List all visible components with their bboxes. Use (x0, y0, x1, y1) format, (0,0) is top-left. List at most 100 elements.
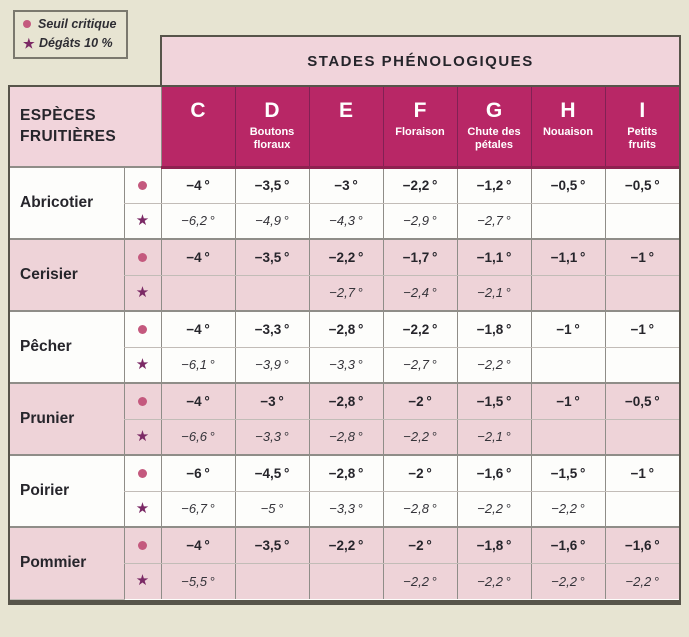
degats-value (530, 347, 605, 383)
critical-threshold-dot-icon (138, 396, 147, 406)
critical-threshold-dot-icon (123, 526, 161, 564)
degats-value: −5,5 ° (160, 563, 235, 599)
degats-value: −2,7 ° (308, 275, 383, 311)
degats-value: −2,9 ° (382, 203, 457, 239)
seuil-critique-value: −1,8 ° (456, 526, 531, 564)
seuil-critique-row: Pêcher −4 ° −3,3 ° −2,8 ° −2,2 ° −1,8 ° −1 ° −1… (10, 310, 679, 384)
degats-value (530, 203, 605, 239)
stage-sublabel: Petits fruits (627, 126, 658, 151)
species-table-body: Abricotier −4 ° −3,5 ° −3 ° −2,2 ° −1,2 ° −0,5… (10, 167, 679, 600)
stage-column-header-f: F Floraison (382, 87, 457, 169)
stage-column-header-g: G Chute des pétales (456, 87, 531, 169)
stage-column-header-i: I Petits fruits (604, 87, 679, 169)
seuil-critique-value: −2,8 ° (308, 454, 383, 492)
degats-value: −6,2 ° (160, 203, 235, 239)
seuil-critique-value: −1,1 ° (530, 238, 605, 276)
degats-value: −2,2 ° (382, 419, 457, 455)
seuil-critique-value: −2,2 ° (382, 310, 457, 348)
species-column-header: ESPÈCES FRUITIÈRES (10, 87, 162, 168)
damage-star-icon: ★ (135, 211, 150, 229)
phenological-stages-header: STADES PHÉNOLOGIQUES (160, 35, 681, 85)
degats-value (604, 347, 679, 383)
species-name: Pommier (10, 526, 124, 600)
seuil-critique-value: −4 ° (160, 310, 235, 348)
seuil-critique-value: −3,3 ° (234, 310, 309, 348)
seuil-critique-value: −3 ° (234, 382, 309, 420)
degats-value: −2,2 ° (530, 563, 605, 599)
seuil-critique-value: −2,2 ° (382, 167, 457, 204)
degats-value (604, 203, 679, 239)
degats-value: −4,9 ° (234, 203, 309, 239)
seuil-critique-value: −6 ° (160, 454, 235, 492)
legend-item-degats: ★ Dégâts 10 % (23, 34, 117, 53)
degats-row: ★ −6,2 ° −4,9 ° −4,3 ° −2,9 ° −2,7 ° (10, 203, 679, 239)
species-name: Poirier (10, 454, 124, 528)
stage-letter: H (560, 99, 576, 122)
degats-value: −2,8 ° (308, 419, 383, 455)
degats-value (604, 275, 679, 311)
degats-value: −3,3 ° (234, 419, 309, 455)
degats-value: −2,2 ° (456, 491, 531, 527)
stage-column-header-d: D Boutons floraux (234, 87, 309, 169)
critical-threshold-dot-icon (138, 252, 147, 262)
degats-value: −3,3 ° (308, 347, 383, 383)
degats-row: ★ −6,6 ° −3,3 ° −2,8 ° −2,2 ° −2,1 ° (10, 419, 679, 455)
critical-threshold-dot-icon (138, 540, 147, 550)
seuil-critique-value: −1,8 ° (456, 310, 531, 348)
degats-value: −2,2 ° (382, 563, 457, 599)
legend-label-degats: Dégâts 10 % (39, 35, 113, 50)
critical-threshold-dot-icon (123, 238, 161, 276)
seuil-critique-value: −4 ° (160, 382, 235, 420)
seuil-critique-value: −4 ° (160, 526, 235, 564)
stage-column-header-e: E (308, 87, 383, 169)
legend-item-seuil-critique: Seuil critique (23, 15, 117, 34)
critical-threshold-dot-icon (23, 20, 31, 29)
degats-value: −2,2 ° (604, 563, 679, 599)
stage-sublabel: Floraison (395, 126, 445, 138)
degats-value (604, 491, 679, 527)
critical-threshold-dot-icon (123, 454, 161, 492)
stage-letter: G (485, 99, 503, 122)
stage-sublabel: Nouaison (542, 126, 594, 138)
seuil-critique-value: −2 ° (382, 382, 457, 420)
stage-letter: E (338, 99, 353, 122)
degats-value (530, 419, 605, 455)
degats-value (160, 275, 235, 311)
phenology-frost-table: ESPÈCES FRUITIÈRES C D Boutons floraux E (10, 87, 679, 600)
degats-value: −6,1 ° (160, 347, 235, 383)
degats-row: ★ −2,7 ° −2,4 ° −2,1 ° (10, 275, 679, 311)
degats-value: −5 ° (234, 491, 309, 527)
degats-value: −2,7 ° (456, 203, 531, 239)
damage-star-icon: ★ (23, 35, 35, 51)
stage-sublabel: Chute des pétales (467, 126, 521, 151)
degats-value: −2,7 ° (382, 347, 457, 383)
seuil-critique-value: −4 ° (160, 238, 235, 276)
stage-column-header-h: H Nouaison (530, 87, 605, 169)
seuil-critique-value: −1,5 ° (530, 454, 605, 492)
seuil-critique-value: −1,5 ° (456, 382, 531, 420)
seuil-critique-value: −1 ° (604, 454, 679, 492)
damage-star-icon: ★ (123, 563, 161, 599)
critical-threshold-dot-icon (123, 382, 161, 420)
seuil-critique-value: −0,5 ° (604, 382, 679, 420)
damage-star-icon: ★ (123, 347, 161, 383)
degats-value: −4,3 ° (308, 203, 383, 239)
stage-letter: I (639, 99, 646, 122)
damage-star-icon: ★ (135, 572, 150, 590)
damage-star-icon: ★ (135, 283, 150, 301)
seuil-critique-row: Abricotier −4 ° −3,5 ° −3 ° −2,2 ° −1,2 ° −0,5… (10, 167, 679, 240)
stage-letter: D (264, 99, 280, 122)
degats-value: −6,7 ° (160, 491, 235, 527)
degats-row: ★ −6,7 ° −5 ° −3,3 ° −2,8 ° −2,2 ° −2,2 ° (10, 491, 679, 527)
stage-letter: C (190, 99, 206, 122)
degats-value (308, 563, 383, 599)
species-name: Pêcher (10, 310, 124, 384)
degats-row: ★ −6,1 ° −3,9 ° −3,3 ° −2,7 ° −2,2 ° (10, 347, 679, 383)
seuil-critique-value: −3,5 ° (234, 167, 309, 204)
critical-threshold-dot-icon (123, 167, 161, 204)
seuil-critique-row: Prunier −4 ° −3 ° −2,8 ° −2 ° −1,5 ° −1 ° −0,5 … (10, 382, 679, 456)
seuil-critique-value: −0,5 ° (530, 167, 605, 204)
degats-row: ★ −5,5 ° −2,2 ° −2,2 ° −2,2 ° −2,2 ° (10, 563, 679, 599)
species-name: Abricotier (10, 167, 124, 240)
